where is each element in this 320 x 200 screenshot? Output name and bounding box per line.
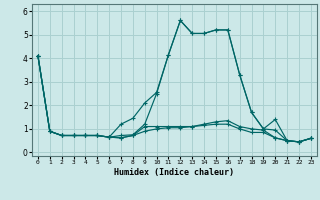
X-axis label: Humidex (Indice chaleur): Humidex (Indice chaleur) [115,168,234,177]
